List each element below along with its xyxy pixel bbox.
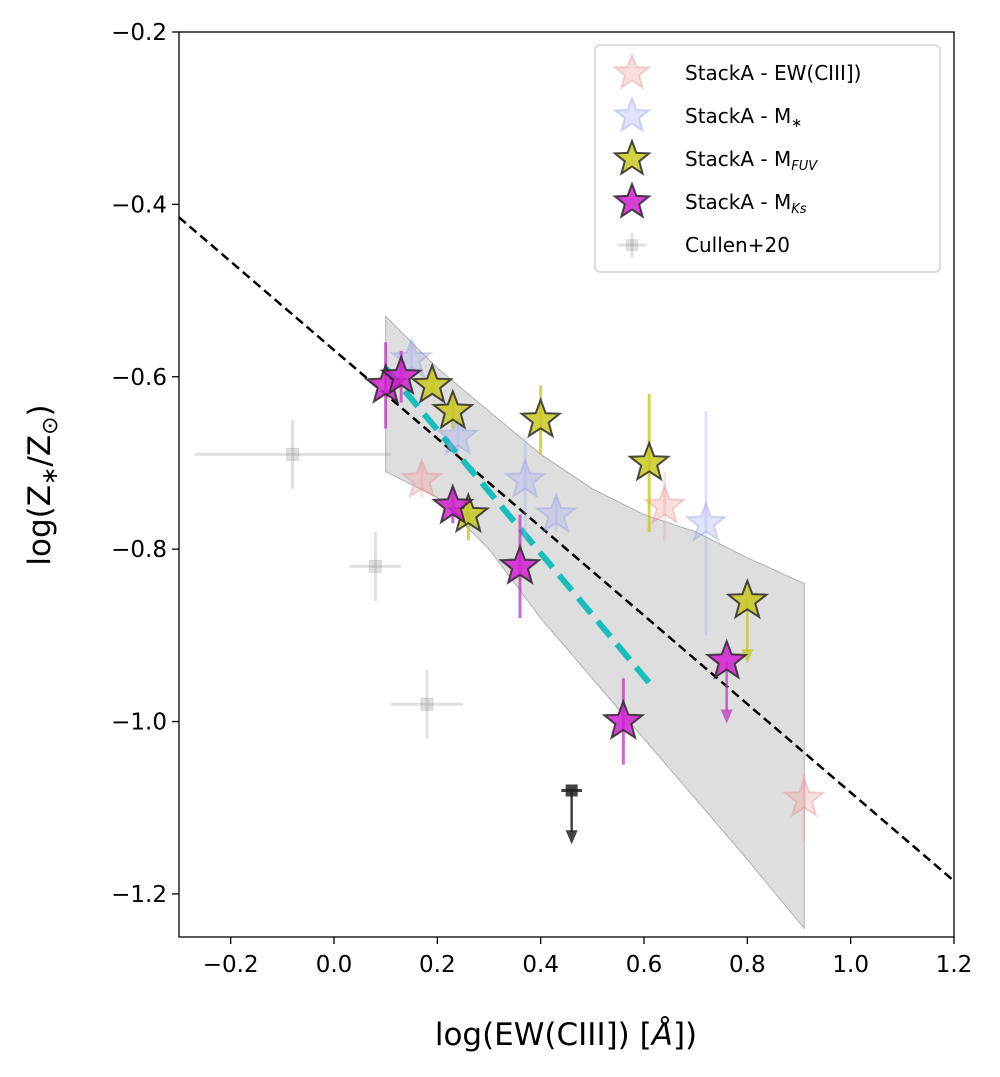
x-tick-label-3: 0.4 [522, 952, 559, 978]
series-1-point-3 [534, 491, 578, 534]
series-4-point-1 [368, 559, 382, 573]
legend: StackA - EW(CIII]) StackA - M∗ StackA - MF… [594, 44, 941, 273]
series-2-point-3 [518, 397, 563, 439]
series-0-point-2 [782, 776, 826, 818]
plot-area [179, 216, 954, 930]
y-tick-label-4: −1.0 [111, 710, 167, 736]
series-2-point-5 [725, 578, 770, 620]
x-tick-label-1: 0.0 [316, 952, 353, 978]
legend-marker-3 [612, 181, 652, 219]
series-3-point-5-limit-head [720, 709, 733, 724]
limit-point-arrow-head [565, 830, 578, 845]
series-2-point-0 [410, 362, 454, 404]
plot-frame [178, 31, 955, 938]
series-3-point-3 [498, 543, 542, 585]
y-tick-label-1: −0.4 [111, 192, 167, 218]
series-3-point-4 [601, 698, 646, 741]
x-tick-label-5: 0.8 [729, 952, 766, 978]
x-tick-label-7: 1.2 [936, 952, 973, 978]
series-0-point-0 [400, 457, 444, 499]
series-2-point-5-limit-head [741, 649, 754, 664]
series-2-point-4 [627, 440, 671, 482]
legend-label-3: StackA - MKs [685, 190, 807, 217]
y-tick-label-0: −0.2 [111, 20, 167, 46]
legend-marker-1 [612, 95, 652, 133]
series-4-point-2 [420, 697, 434, 711]
series-1-point-0 [389, 336, 434, 379]
relation-line [383, 366, 652, 685]
x-tick-label-2: 0.2 [419, 952, 456, 978]
fit-line [179, 216, 954, 882]
x-tick-label-6: 1.0 [832, 952, 869, 978]
x-tick-label-0: −0.2 [203, 952, 259, 978]
limit-point [565, 784, 578, 797]
legend-label-4: Cullen+20 [685, 233, 790, 257]
series-3-point-1 [379, 353, 423, 396]
series-3-point-5 [704, 638, 749, 680]
y-tick-label-5: −1.2 [111, 882, 167, 908]
legend-marker-2 [612, 138, 652, 176]
series-4-point-0 [286, 447, 300, 461]
series-1-point-1 [436, 414, 480, 456]
series-3-point-2 [431, 483, 475, 525]
legend-label-1: StackA - M∗ [685, 104, 802, 131]
y-tick-label-3: −0.8 [111, 537, 167, 563]
legend-label-2: StackA - MFUV [685, 147, 818, 174]
legend-marker-0 [612, 52, 652, 90]
axes: −0.2 0.0 0.2 0.4 0.6 0.8 1.0 1.2 −0.2 −0.4 −0.6 −0.… [111, 20, 972, 978]
legend-box [594, 44, 941, 273]
y-axis-label: log(Z∗/Z⊙) [22, 404, 63, 565]
legend-label-0: StackA - EW(CIII]) [685, 61, 861, 85]
legend-marker-4 [626, 239, 638, 251]
series-1-point-2 [503, 457, 547, 499]
y-tick-label-2: −0.6 [111, 365, 167, 391]
series-2-point-1 [431, 388, 475, 430]
x-axis-label: log(EW(CIII]) [Å]) [435, 1017, 697, 1053]
series-1-point-4 [684, 500, 728, 542]
x-tick-label-4: 0.6 [626, 952, 663, 978]
